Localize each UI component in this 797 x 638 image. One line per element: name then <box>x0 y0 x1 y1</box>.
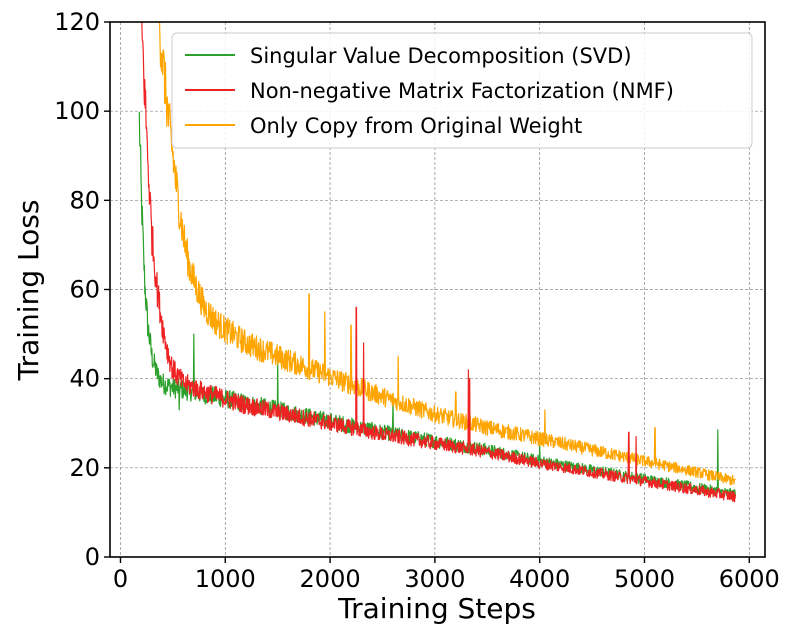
x-tick-label: 2000 <box>300 565 361 593</box>
y-tick-label: 0 <box>85 543 100 571</box>
x-tick-label: 1000 <box>195 565 256 593</box>
x-tick-label: 5000 <box>614 565 675 593</box>
legend-box <box>171 32 753 149</box>
legend-label: Non-negative Matrix Factorization (NMF) <box>250 79 674 103</box>
legend-label: Only Copy from Original Weight <box>250 114 582 138</box>
legend: Singular Value Decomposition (SVD) Non-ne… <box>171 32 753 149</box>
y-tick-label: 100 <box>54 97 100 125</box>
axis-ticks: 0 1000 2000 3000 4000 5000 6000 0 20 40 60 80 100 120 <box>54 8 780 593</box>
y-tick-label: 80 <box>69 186 100 214</box>
y-axis-title: Training Loss <box>12 200 45 382</box>
x-tick-label: 4000 <box>509 565 570 593</box>
x-tick-label: 3000 <box>404 565 465 593</box>
series-line <box>158 22 736 486</box>
x-tick-label: 6000 <box>719 565 780 593</box>
y-tick-label: 120 <box>54 8 100 36</box>
y-tick-label: 20 <box>69 454 100 482</box>
x-tick-label: 0 <box>113 565 128 593</box>
series-layer <box>138 22 736 503</box>
x-axis-title: Training Steps <box>337 592 536 625</box>
y-tick-label: 60 <box>69 276 100 304</box>
legend-label: Singular Value Decomposition (SVD) <box>250 44 632 68</box>
y-tick-label: 40 <box>69 365 100 393</box>
series-line <box>141 22 736 503</box>
